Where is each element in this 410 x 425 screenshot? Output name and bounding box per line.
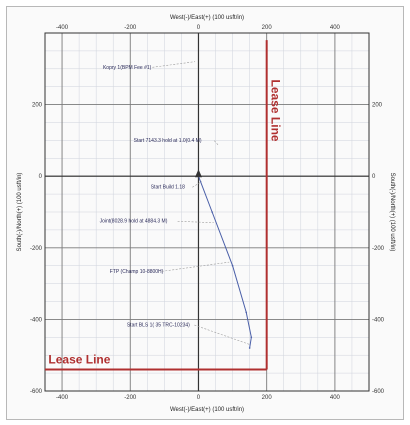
wellbore-path [198, 176, 252, 349]
wellbore-point [248, 347, 251, 349]
annotations: Kopry 1(BPM Fee #1) Start 7143.3 hold at … [100, 61, 250, 345]
x-tick-label-bottom: -200 [124, 395, 137, 401]
y-axis-title-right: South(-)/North(+) (100 usft/in) [389, 173, 395, 252]
wellbore-point [245, 311, 248, 314]
x-axis-title-bottom: West(-)/East(+) (100 usft/in) [170, 407, 244, 413]
y-tick-label-right: -600 [372, 389, 385, 395]
x-tick-label-bottom: -400 [56, 395, 69, 401]
chart-frame: Lease Line Lease Line Kopry 1(BPM Fee #1)… [6, 6, 404, 420]
annotation-label: FTP (Champ 10-8800H) [110, 269, 164, 275]
y-tick-label-left: -600 [30, 389, 43, 395]
x-tick-label-top: 200 [262, 25, 273, 31]
x-tick-label-bottom: 0 [197, 395, 201, 401]
wellbore-path-layer [194, 169, 253, 349]
annotation-leader [177, 220, 214, 224]
y-tick-label-right: -400 [372, 317, 385, 323]
plot-border [44, 32, 370, 392]
annotation-label: Kopry 1(BPM Fee #1) [103, 65, 152, 71]
y-axis-title-left: South(-)/North(+) (100 usft/in) [17, 173, 23, 252]
x-tick-label-bottom: 400 [330, 395, 341, 401]
tick-labels: -400 -400 -200 -200 0 0 200 200 400 400 200 200 0 0 -2… [30, 25, 385, 401]
surface-location-marker [194, 169, 202, 178]
annotation-label: Joint(8028.9 hold at 4884.3 M) [100, 219, 168, 225]
y-tick-label-right: 200 [372, 103, 383, 109]
wellbore-point [231, 264, 234, 267]
annotation-label: Start BLS 1( 35 TRC-10234) [127, 323, 190, 329]
annotation-leader [194, 324, 250, 345]
x-tick-label-top: 400 [330, 25, 341, 31]
annotation-leader [161, 261, 230, 272]
x-tick-label-top: 0 [197, 25, 201, 31]
lease-line-label-horizontal: Lease Line [48, 353, 110, 367]
y-tick-label-left: 0 [39, 174, 43, 180]
wellbore-point [211, 211, 213, 213]
plot-area: Lease Line Lease Line Kopry 1(BPM Fee #1)… [17, 15, 395, 413]
y-tick-label-left: -400 [30, 317, 43, 323]
lease-line-label-vertical: Lease Line [269, 80, 283, 142]
annotation-label: Start 7143.3 hold at 1.0(0.4 M) [134, 138, 202, 144]
grid [44, 32, 370, 392]
annotation-label: Start Build 1.18 [151, 185, 185, 191]
lease-lines: Lease Line Lease Line [45, 40, 283, 371]
x-tick-label-top: -200 [124, 25, 137, 31]
wellbore-point [250, 336, 253, 339]
annotation-leader [214, 140, 220, 146]
x-tick-label-bottom: 200 [262, 395, 273, 401]
annotation-leader [192, 181, 203, 188]
y-tick-label-left: 200 [32, 103, 43, 109]
x-tick-label-top: -400 [56, 25, 69, 31]
y-tick-label-left: -200 [30, 246, 43, 252]
annotation-leader [152, 61, 196, 68]
x-axis-title-top: West(-)/East(+) (100 usft/in) [170, 15, 244, 21]
y-tick-label-right: -200 [372, 246, 385, 252]
y-tick-label-right: 0 [372, 174, 376, 180]
